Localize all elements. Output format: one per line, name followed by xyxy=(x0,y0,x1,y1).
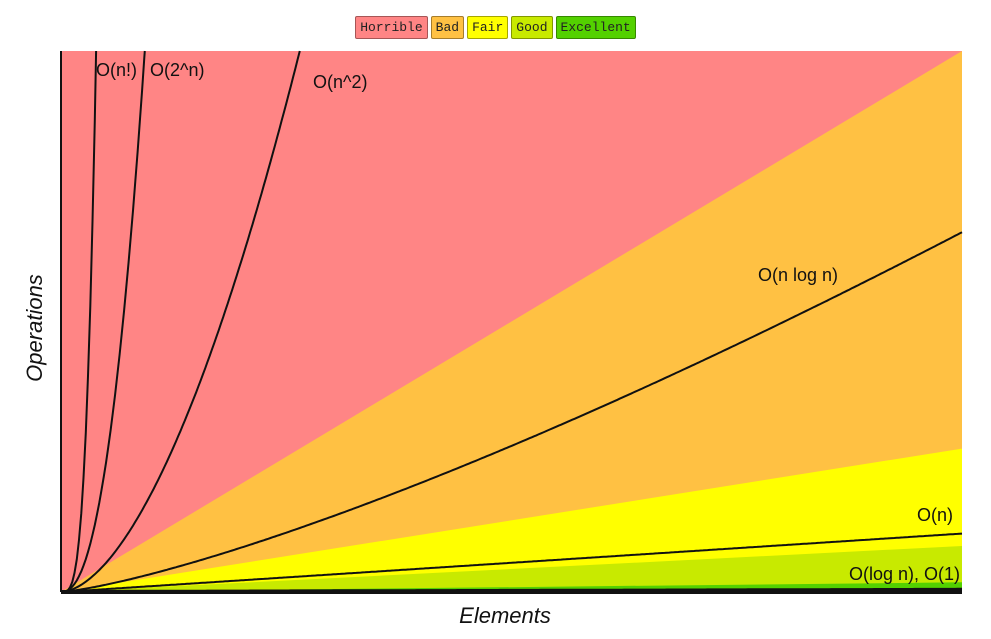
region-good xyxy=(61,546,962,592)
curve-label-linear: O(n) xyxy=(917,505,953,525)
region-bad xyxy=(61,51,962,592)
curve-nlogn xyxy=(60,231,963,593)
curve-label-exp2: O(2^n) xyxy=(150,60,204,80)
curve-label-nlogn: O(n log n) xyxy=(758,265,838,285)
legend-item-fair: Fair xyxy=(467,16,509,39)
region-fair xyxy=(61,448,962,592)
curve-labels-layer: O(n!) O(2^n) O(n^2) O(n log n) O(n) O(log n),… xyxy=(96,60,960,584)
curve-label-square: O(n^2) xyxy=(313,72,367,92)
curve-label-log: O(log n), O(1) xyxy=(849,564,960,584)
legend-item-horrible: Horrible xyxy=(355,16,428,39)
legend-item-good: Good xyxy=(511,16,553,39)
legend-item-excellent: Excellent xyxy=(555,16,636,39)
y-axis-title: Operations xyxy=(22,274,47,382)
legend-item-bad: Bad xyxy=(430,16,465,39)
curve-linear xyxy=(60,532,963,593)
curve-square xyxy=(60,50,301,593)
x-axis-title: Elements xyxy=(459,603,551,628)
curve-label-factorial: O(n!) xyxy=(96,60,137,80)
regions-layer xyxy=(61,51,962,592)
legend: Horrible Bad Fair Good Excellent xyxy=(0,16,991,39)
curve-exp2 xyxy=(60,50,146,593)
